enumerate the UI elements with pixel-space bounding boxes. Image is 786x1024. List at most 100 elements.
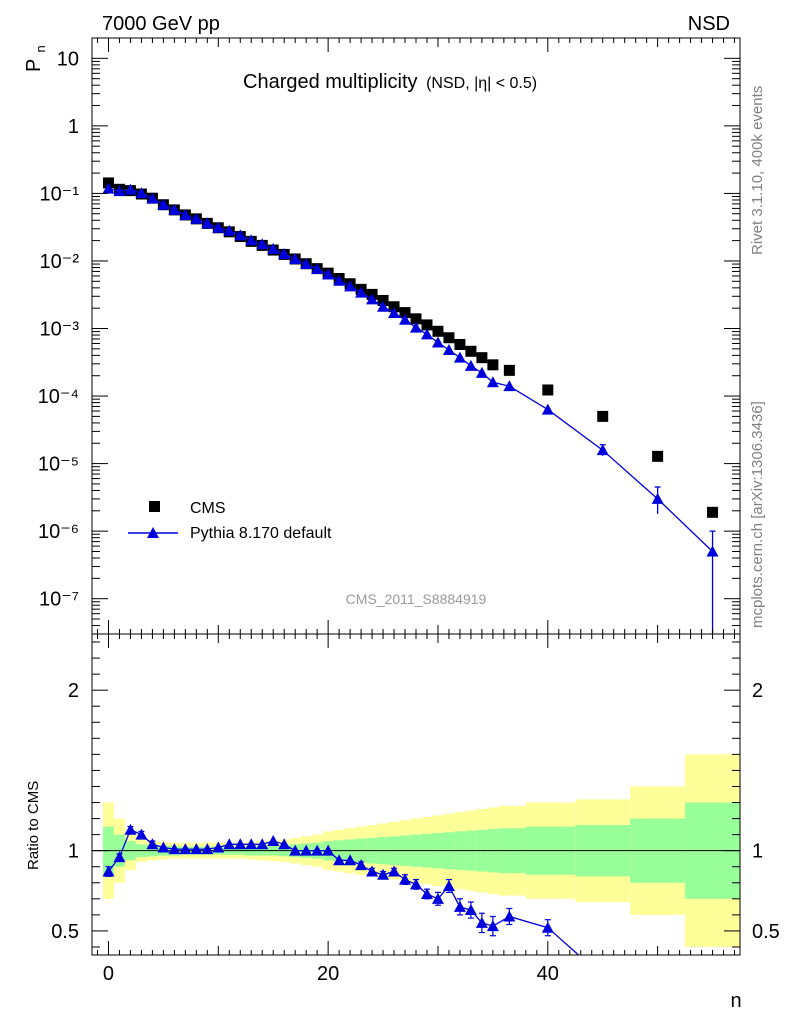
data-point-cms bbox=[454, 338, 466, 350]
data-point-pythia bbox=[256, 238, 269, 250]
legend-label-cms: CMS bbox=[190, 500, 226, 517]
ratio-point-pythia bbox=[475, 916, 488, 928]
y-tick-label: 10 bbox=[57, 48, 79, 70]
legend: CMS Pythia 8.170 default bbox=[128, 500, 332, 542]
ratio-point-pythia bbox=[102, 865, 115, 877]
ratio-point-pythia bbox=[333, 854, 346, 866]
ratio-point-pythia bbox=[256, 838, 269, 850]
data-point-pythia bbox=[157, 198, 170, 210]
legend-marker-pythia bbox=[147, 527, 159, 538]
x-tick-label: 0 bbox=[103, 963, 114, 985]
ratio-y-tick-label-right: 2 bbox=[752, 680, 763, 702]
ratio-point-pythia bbox=[366, 865, 379, 877]
data-point-cms bbox=[707, 506, 719, 518]
series-line-pythia bbox=[108, 187, 713, 552]
ratio-point-pythia bbox=[157, 841, 170, 853]
ratio-point-pythia bbox=[300, 844, 313, 856]
data-point-pythia bbox=[201, 217, 214, 229]
ratio-y-tick-label-left: 0.5 bbox=[51, 921, 79, 943]
data-point-pythia bbox=[377, 300, 390, 312]
data-point-pythia bbox=[168, 203, 181, 215]
data-point-pythia bbox=[420, 328, 433, 340]
ratio-point-pythia bbox=[245, 838, 258, 850]
legend-marker-cms bbox=[149, 501, 160, 512]
legend-label-pythia: Pythia 8.170 default bbox=[190, 525, 332, 542]
data-point-pythia bbox=[706, 545, 719, 557]
data-point-pythia bbox=[190, 212, 203, 224]
data-point-pythia bbox=[124, 183, 137, 195]
data-point-cms bbox=[421, 319, 433, 331]
x-tick-label: 40 bbox=[537, 963, 559, 985]
ratio-y-tick-label-right: 1 bbox=[752, 841, 763, 863]
data-point-pythia bbox=[344, 280, 357, 292]
ratio-point-pythia bbox=[464, 904, 477, 916]
data-point-pythia bbox=[113, 185, 126, 197]
y-tick-label: 10⁻³ bbox=[40, 319, 80, 341]
data-point-cms bbox=[652, 450, 664, 462]
data-point-pythia bbox=[245, 234, 258, 246]
ratio-point-pythia bbox=[179, 843, 192, 855]
data-point-pythia bbox=[431, 336, 444, 348]
ratio-y-tick-label-left: 2 bbox=[68, 680, 79, 702]
data-point-pythia bbox=[486, 376, 499, 388]
chart-title: Charged multiplicity (NSD, |η| < 0.5) bbox=[243, 71, 537, 93]
ratio-y-tick-label-right: 0.5 bbox=[752, 921, 780, 943]
ratio-point-pythia bbox=[267, 835, 280, 847]
chart-title-sub: (NSD, |η| < 0.5) bbox=[426, 75, 537, 92]
data-point-pythia bbox=[453, 351, 466, 363]
y-axis-label-sub: n bbox=[33, 45, 48, 52]
ratio-point-pythia bbox=[377, 868, 390, 880]
ratio-point-pythia bbox=[420, 888, 433, 900]
data-point-cms bbox=[399, 307, 411, 319]
analysis-id: CMS_2011_S8884919 bbox=[346, 591, 487, 607]
data-point-cms bbox=[388, 301, 400, 313]
ratio-point-pythia bbox=[234, 838, 247, 850]
data-point-cms bbox=[443, 332, 455, 344]
data-point-cms bbox=[377, 294, 389, 306]
data-point-pythia bbox=[289, 252, 302, 264]
main-plot-frame bbox=[91, 37, 741, 635]
ratio-point-pythia bbox=[442, 879, 455, 891]
data-point-pythia bbox=[322, 268, 335, 280]
ratio-point-pythia bbox=[212, 841, 225, 853]
chart-title-main: Charged multiplicity bbox=[243, 71, 418, 93]
ratio-point-pythia bbox=[486, 920, 499, 932]
data-point-cms bbox=[465, 345, 477, 357]
data-point-pythia bbox=[399, 313, 412, 325]
data-point-cms bbox=[432, 325, 444, 337]
y-tick-label: 10⁻¹ bbox=[40, 183, 80, 205]
ratio-point-pythia bbox=[399, 873, 412, 885]
ratio-point-pythia bbox=[146, 838, 159, 850]
ratio-point-pythia bbox=[453, 900, 466, 912]
ratio-point-pythia bbox=[135, 828, 148, 840]
data-point-pythia bbox=[503, 380, 516, 392]
ratio-point-pythia bbox=[322, 844, 335, 856]
ratio-y-axis-label: Ratio to CMS bbox=[25, 781, 42, 870]
data-point-pythia bbox=[475, 366, 488, 378]
data-point-pythia bbox=[366, 293, 379, 305]
ratio-point-pythia bbox=[278, 838, 291, 850]
data-point-pythia bbox=[596, 444, 609, 456]
data-point-pythia bbox=[464, 359, 477, 371]
ratio-point-pythia bbox=[190, 843, 203, 855]
data-point-pythia bbox=[212, 221, 225, 233]
header-right: NSD bbox=[688, 13, 730, 35]
y-tick-label: 10⁻⁴ bbox=[38, 386, 79, 408]
ratio-point-pythia bbox=[503, 910, 516, 922]
ratio-point-pythia bbox=[311, 844, 324, 856]
x-axis-label: n bbox=[730, 990, 741, 1012]
mcplots-label: mcplots.cern.ch [arXiv:1306.3436] bbox=[749, 401, 766, 628]
data-point-pythia bbox=[410, 321, 422, 333]
ratio-point-pythia bbox=[410, 878, 422, 890]
data-point-pythia bbox=[442, 344, 455, 356]
ticks bbox=[92, 37, 740, 955]
data-point-cms bbox=[542, 384, 554, 396]
ratio-point-pythia bbox=[431, 892, 444, 904]
y-tick-label: 1 bbox=[68, 116, 79, 138]
data-point-pythia bbox=[355, 286, 368, 298]
data-point-pythia bbox=[278, 247, 291, 259]
ratio-point-pythia bbox=[113, 851, 126, 863]
header-left: 7000 GeV pp bbox=[102, 13, 220, 35]
tick-labels: 0 20 40 10 1 10⁻¹ 10⁻² 10⁻³ 10⁻⁴ 10⁻⁵ 10⁻⁶ 10⁻⁷ 0.5 0… bbox=[38, 48, 780, 985]
